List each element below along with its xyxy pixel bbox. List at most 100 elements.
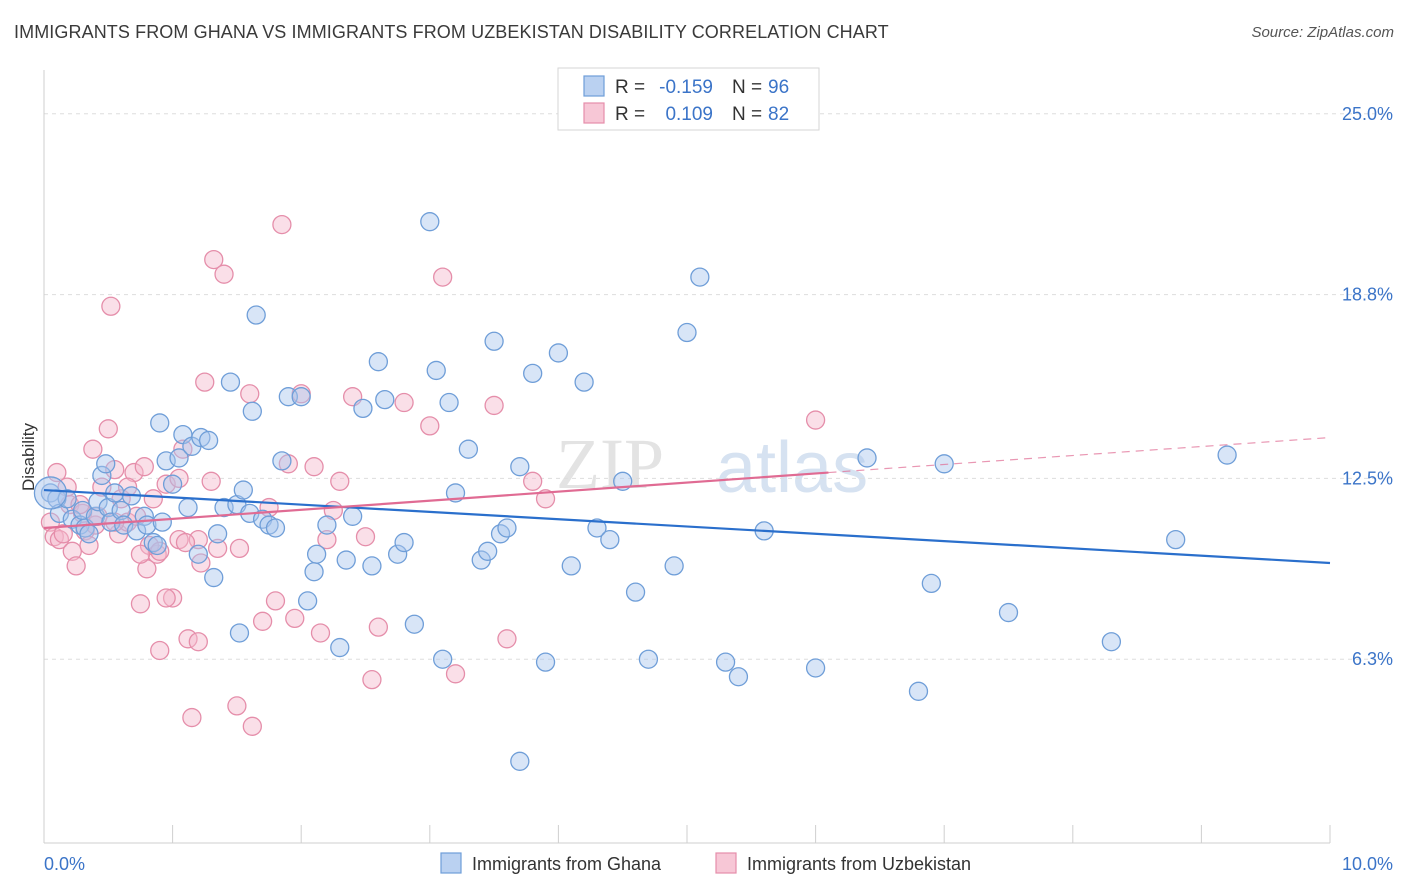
uzbekistan-point-43 <box>240 384 260 404</box>
y-axis-title: Disability <box>19 422 38 491</box>
x-tick-label-0: 0.0% <box>44 854 85 874</box>
uzbekistan-bottom-label: Immigrants from Uzbekistan <box>747 854 971 874</box>
ghana-legend-swatch <box>583 75 605 97</box>
ghana-r-label: R = <box>615 77 645 98</box>
ghana-point-82 <box>587 518 607 538</box>
uzbekistan-point-66 <box>535 489 556 509</box>
uzbekistan-point-36 <box>195 372 215 392</box>
uzbekistan-point-38 <box>204 249 224 270</box>
ghana-point-41 <box>233 480 253 500</box>
uzbekistan-point-44 <box>242 716 262 736</box>
uzbekistan-point-47 <box>265 591 286 611</box>
uzbekistan-point-69 <box>188 632 208 652</box>
stats-legend: R = -0.159 N = 96 R = 0.109 N = 82 <box>557 67 820 131</box>
uzbekistan-point-41 <box>227 696 247 716</box>
uzbekistan-point-59 <box>362 669 382 690</box>
uzbekistan-point-37 <box>201 471 221 491</box>
y-tick-label-0: 6.3% <box>1352 649 1393 669</box>
ghana-point-61 <box>375 389 395 410</box>
ghana-point-38 <box>220 372 241 392</box>
uzbekistan-point-33 <box>182 707 202 728</box>
uzbekistan-point-11 <box>83 439 103 459</box>
ghana-point-32 <box>188 544 208 564</box>
y-tick-label-1: 12.5% <box>1342 468 1393 488</box>
uzbekistan-point-67 <box>445 664 466 684</box>
ghana-point-99 <box>1166 529 1186 550</box>
ghana-point-48 <box>272 451 292 471</box>
uzbekistan-point-62 <box>433 267 453 287</box>
ghana-point-16 <box>111 500 131 521</box>
ghana-point-73 <box>484 331 504 351</box>
ghana-point-69 <box>445 483 466 503</box>
ghana-point-88 <box>690 267 710 287</box>
series-legend: Immigrants from Ghana Immigrants from Uzb… <box>440 852 971 874</box>
ghana-point-89 <box>715 652 736 672</box>
ghana-point-75 <box>497 518 517 538</box>
uzbekistan-point-54 <box>317 529 337 550</box>
ghana-point-8 <box>79 524 99 544</box>
uzbekistan-point-42 <box>229 538 250 559</box>
uzbekistan-r-value: 0.109 <box>665 104 713 125</box>
ghana-point-94 <box>908 681 929 701</box>
uzbekistan-point-45 <box>252 611 273 631</box>
watermark-zip: ZIP <box>556 424 664 504</box>
uzbekistan-point-25 <box>143 489 163 509</box>
ghana-point-55 <box>330 637 350 658</box>
ghana-point-12 <box>96 454 116 474</box>
chart-title: IMMIGRANTS FROM GHANA VS IMMIGRANTS FROM… <box>14 22 889 42</box>
uzbekistan-point-29 <box>162 588 183 608</box>
uzbekistan-point-48 <box>272 214 292 235</box>
ghana-point-64 <box>404 614 425 634</box>
uzbekistan-trend-extension <box>828 436 1331 474</box>
ghana-point-76 <box>510 457 530 477</box>
ghana-r-value: -0.159 <box>659 77 713 98</box>
uzbekistan-n-label: N = <box>732 104 762 125</box>
ghana-point-72 <box>478 541 498 561</box>
ghana-point-47 <box>265 518 286 538</box>
ghana-point-28 <box>169 448 189 468</box>
ghana-point-30 <box>178 497 198 518</box>
ghana-point-36 <box>207 524 228 544</box>
ghana-trend-line <box>43 488 1331 565</box>
ghana-point-93 <box>857 448 877 468</box>
y-tick-label-3: 25.0% <box>1342 104 1393 124</box>
ghana-point-68 <box>439 392 459 413</box>
x-tick-label-1: 10.0% <box>1342 854 1393 874</box>
ghana-point-44 <box>246 305 266 325</box>
ghana-point-50 <box>291 387 311 407</box>
ghana-point-35 <box>204 567 224 588</box>
ghana-point-80 <box>561 556 581 576</box>
y-tick-label-2: 18.8% <box>1342 285 1393 305</box>
ghana-point-40 <box>229 623 250 643</box>
ghana-point-51 <box>297 591 318 611</box>
ghana-point-90 <box>728 667 749 687</box>
ghana-point-79 <box>548 343 569 363</box>
ghana-point-54 <box>317 515 337 535</box>
uzbekistan-point-39 <box>207 538 228 559</box>
ghana-point-63 <box>394 532 414 553</box>
ghana-points <box>33 212 1237 771</box>
ghana-point-67 <box>433 649 453 669</box>
uzbekistan-points <box>40 214 826 736</box>
ghana-point-78 <box>535 652 556 672</box>
ghana-point-86 <box>664 556 684 576</box>
axes <box>43 70 1331 844</box>
ghana-point-98 <box>1101 632 1122 652</box>
ghana-point-23 <box>147 535 167 556</box>
uzbekistan-point-58 <box>355 527 376 547</box>
uzbekistan-point-4 <box>53 524 73 544</box>
uzbekistan-point-60 <box>394 392 414 413</box>
ghana-point-101 <box>510 751 530 771</box>
uzbekistan-point-65 <box>523 471 543 491</box>
ghana-point-53 <box>306 544 327 564</box>
ghana-bottom-label: Immigrants from Ghana <box>472 854 662 874</box>
ghana-point-56 <box>336 550 356 570</box>
ghana-point-102 <box>600 529 620 550</box>
uzbekistan-point-27 <box>150 640 170 661</box>
uzbekistan-legend-swatch <box>583 102 605 124</box>
uzbekistan-point-81 <box>805 410 826 430</box>
ghana-point-60 <box>368 352 389 372</box>
ghana-point-large <box>33 476 68 510</box>
uzbekistan-point-63 <box>484 395 504 416</box>
